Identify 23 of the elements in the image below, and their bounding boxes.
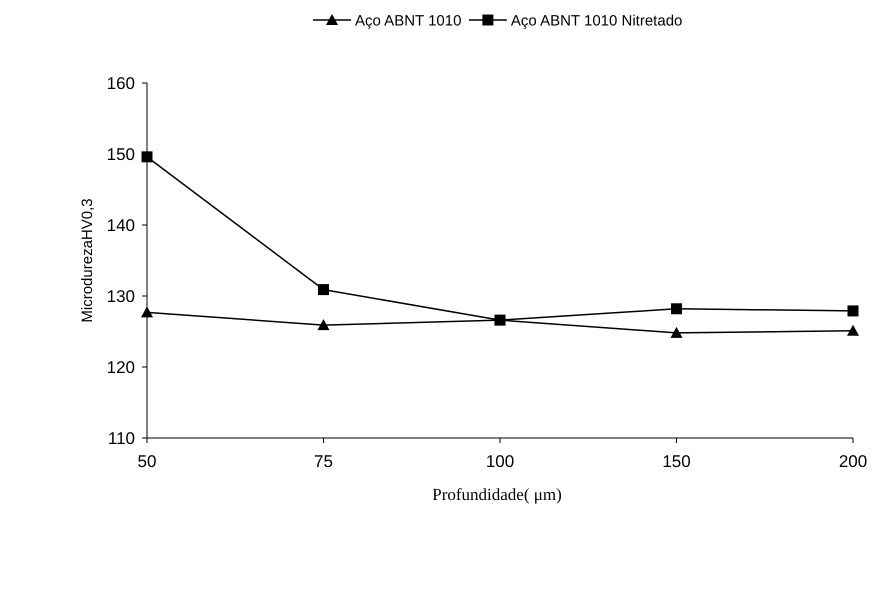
point bbox=[318, 284, 329, 296]
point bbox=[670, 326, 682, 338]
x-tick-label: 100 bbox=[486, 452, 514, 471]
point bbox=[671, 303, 682, 314]
x-tick-label: 200 bbox=[838, 452, 868, 471]
y-tick-label: 160 bbox=[106, 74, 135, 93]
y-tick-label: 140 bbox=[106, 216, 135, 235]
y-tick-label: 130 bbox=[106, 286, 135, 306]
legend-label: Aço ABNT 1010 Nitretado bbox=[510, 12, 682, 30]
y-tick-label: 120 bbox=[106, 358, 135, 377]
y-axis-title: MicrodurezaHV0,3 bbox=[79, 198, 96, 323]
legend-label: Aço ABNT 1010 bbox=[355, 12, 462, 30]
y-tick-label: 110 bbox=[108, 428, 135, 448]
point bbox=[847, 324, 859, 336]
point bbox=[142, 151, 152, 162]
point bbox=[141, 306, 153, 318]
x-tick-label: 50 bbox=[138, 452, 156, 471]
x-tick-label: 150 bbox=[662, 452, 691, 471]
x-axis-title: Profundidade( μm) bbox=[432, 485, 562, 504]
point bbox=[318, 319, 330, 330]
x-tick-label: 75 bbox=[314, 452, 333, 471]
y-tick-label: 150 bbox=[106, 144, 135, 164]
point bbox=[848, 305, 858, 316]
